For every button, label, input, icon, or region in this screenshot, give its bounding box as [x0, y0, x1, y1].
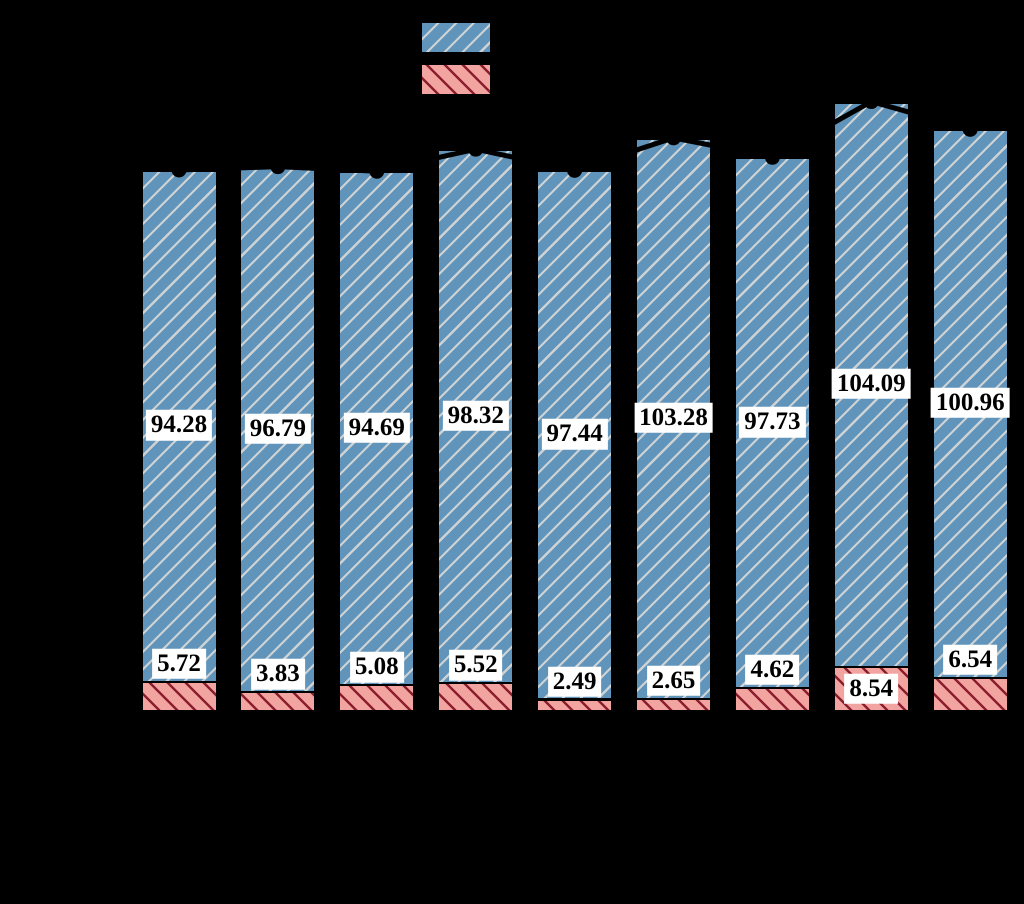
bar-value-label-upper: 97.73: [739, 406, 806, 438]
bar-value-label-lower: 8.54: [844, 673, 899, 705]
bar-value-label-lower: 4.62: [745, 654, 800, 686]
bar-value-label-upper: 100.96: [930, 387, 1010, 419]
bar-segment-lower: [437, 682, 515, 712]
legend-swatch-blue-icon: [420, 21, 492, 54]
bar-value-label-lower: 5.72: [152, 648, 206, 680]
bar-value-label-upper: 104.09: [831, 368, 911, 399]
bar-value-label-lower: 3.83: [251, 658, 305, 690]
bar-value-label-upper: 103.28: [634, 402, 713, 433]
bar-value-label-lower: 5.52: [448, 649, 503, 681]
bar-segment-lower: [635, 697, 712, 712]
bar-value-label-upper: 97.44: [541, 419, 608, 450]
bar-segment-lower: [536, 698, 614, 712]
bar-value-label-upper: 98.32: [442, 400, 509, 431]
bar-segment-lower: [140, 680, 218, 712]
bar-value-label-lower: 6.54: [943, 644, 998, 675]
bar-value-label-lower: 2.65: [646, 665, 701, 696]
bar-segment-lower: [733, 686, 811, 712]
bar-value-label-upper: 94.69: [343, 412, 410, 444]
bar-segment-lower: [338, 684, 416, 712]
bar-value-label-upper: 94.28: [145, 410, 213, 441]
legend-swatch-red-icon: [420, 63, 492, 96]
bar-value-label-upper: 96.79: [244, 413, 312, 445]
bar-value-label-lower: 5.08: [349, 652, 404, 683]
bar-value-label-lower: 2.49: [547, 666, 602, 697]
bar-segment-lower: [931, 676, 1009, 712]
bar-segment-lower: [239, 691, 317, 712]
